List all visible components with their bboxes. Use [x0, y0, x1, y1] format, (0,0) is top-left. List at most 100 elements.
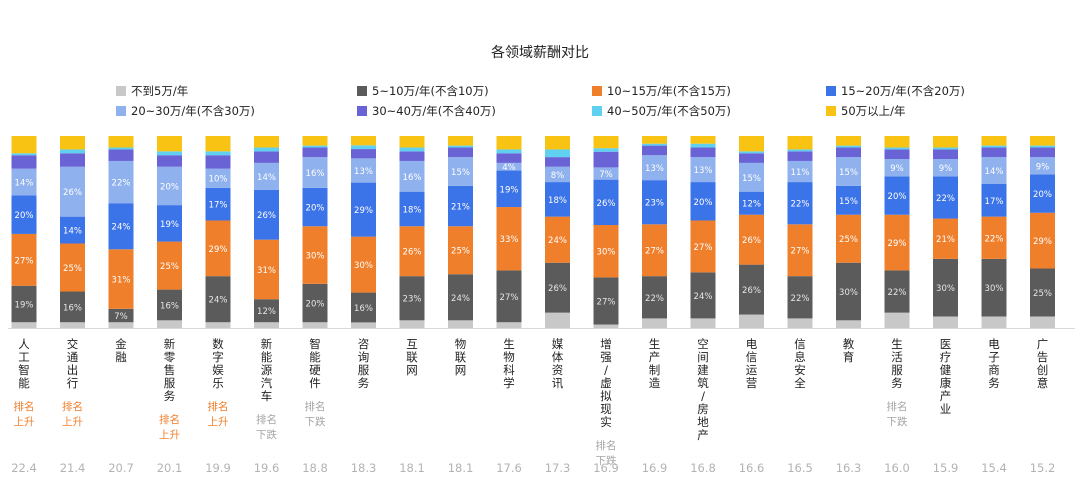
bar-value-label: 14%: [63, 227, 82, 237]
bar-segment-3-1: [108, 322, 134, 328]
bar-segment-6-2: [254, 299, 279, 323]
bar-segment-12-6: [545, 157, 570, 167]
bar-value-label: 15%: [839, 197, 858, 207]
bar-value-label: 31%: [112, 276, 131, 286]
legend-swatch-2: [357, 86, 367, 96]
bar-value-label: 24%: [548, 236, 567, 246]
bar-segment-10-3: [448, 226, 473, 275]
bar-segment-18-1: [836, 320, 861, 328]
bar-value-label: 27%: [597, 297, 616, 307]
category-label: 电子商务: [988, 337, 1000, 390]
bar-segment-17-7: [787, 149, 813, 152]
bar-segment-22-4: [1030, 174, 1055, 213]
bar-value-label: 30%: [306, 252, 325, 262]
avg-salary-value: 17.3: [545, 461, 571, 475]
bar-segment-18-6: [836, 147, 861, 158]
bar-segment-12-4: [545, 182, 570, 217]
bar-value-label: 16%: [160, 301, 179, 311]
bar-segment-2-3: [60, 243, 85, 292]
legend-label-4: 15~20万/年(不含20万): [841, 84, 965, 98]
bar-segment-1-2: [11, 285, 37, 323]
bar-segment-7-3: [302, 226, 328, 284]
bar-segment-2-4: [60, 216, 85, 244]
category-label: 物联网: [455, 337, 467, 377]
bar-segment-8-5: [351, 158, 376, 183]
bar-segment-14-6: [642, 145, 667, 156]
chart-title: 各领域薪酬对比: [491, 45, 589, 61]
bar-segment-9-8: [399, 136, 425, 148]
bar-segment-11-1: [496, 322, 522, 328]
legend-swatch-4: [826, 86, 836, 96]
bar-segment-7-7: [302, 145, 328, 148]
bar-segment-13-7: [593, 148, 619, 152]
category-label: 新零售服务: [164, 337, 176, 403]
category-label: 增强/虚拟现实: [600, 337, 612, 429]
category-label: 新能源汽车: [261, 337, 273, 403]
bar-segment-21-2: [981, 258, 1007, 317]
bar-segment-16-8: [739, 136, 764, 152]
bar-value-label: 27%: [15, 256, 34, 266]
bar-value-label: 14%: [985, 167, 1004, 177]
bar-segment-10-8: [448, 136, 473, 146]
bar-value-label: 20%: [694, 198, 713, 208]
bar-value-label: 19%: [15, 301, 34, 311]
bar-segment-5-7: [205, 151, 231, 156]
bar-segment-8-8: [351, 136, 376, 146]
category-label: 电信运营: [746, 337, 758, 390]
bar-value-label: 4%: [502, 163, 516, 173]
bar-segment-1-5: [11, 168, 37, 196]
bar-value-label: 22%: [888, 288, 907, 298]
bar-value-label: 33%: [500, 235, 519, 245]
bar-value-label: 24%: [694, 292, 713, 302]
bar-segment-13-2: [593, 277, 619, 325]
bar-value-label: 20%: [1033, 190, 1052, 200]
bar-value-label: 10%: [209, 175, 228, 185]
avg-salary-value: 18.3: [351, 461, 377, 475]
bar-value-label: 30%: [354, 261, 373, 271]
bar-value-label: 21%: [451, 203, 470, 213]
bar-value-label: 26%: [548, 284, 567, 294]
bar-segment-20-5: [933, 159, 958, 177]
bar-segment-19-4: [884, 176, 910, 215]
bar-value-label: 9%: [939, 164, 953, 174]
bar-value-label: 27%: [500, 293, 519, 303]
bar-segment-7-1: [302, 322, 328, 328]
bar-segment-16-4: [739, 191, 764, 215]
bar-value-label: 7%: [599, 170, 613, 180]
bar-value-label: 15%: [839, 168, 858, 178]
bar-segment-12-1: [545, 312, 570, 328]
category-label: 空间建筑/房地产: [697, 337, 709, 442]
bar-segment-3-5: [108, 160, 134, 204]
avg-salary-value: 15.2: [1030, 461, 1056, 475]
avg-salary-value: 18.1: [448, 461, 474, 475]
bar-value-label: 9%: [1036, 162, 1050, 172]
bar-segment-21-8: [981, 136, 1007, 146]
bar-segment-1-6: [11, 155, 37, 169]
bar-segment-14-1: [642, 318, 667, 328]
bar-segment-10-7: [448, 145, 473, 148]
bar-segment-4-6: [157, 155, 182, 167]
bar-segment-16-6: [739, 153, 764, 163]
bar-segment-17-8: [787, 136, 813, 150]
bar-value-label: 25%: [1033, 289, 1052, 299]
bar-segment-9-7: [399, 147, 425, 152]
bar-segment-14-2: [642, 276, 667, 319]
bar-segment-4-5: [157, 166, 182, 206]
bar-segment-13-5: [593, 167, 619, 180]
bar-segment-11-7: [496, 149, 522, 154]
rank-note: 排名上升: [159, 413, 180, 441]
bar-value-label: 29%: [209, 245, 228, 255]
bar-segment-5-1: [205, 322, 231, 328]
bar-segment-19-6: [884, 149, 910, 160]
bar-value-label: 29%: [354, 206, 373, 216]
bar-value-label: 22%: [645, 294, 664, 304]
legend-swatch-8: [826, 106, 836, 116]
avg-salary-value: 18.1: [399, 461, 425, 475]
category-label: 咨询服务: [358, 337, 370, 390]
bar-segment-22-5: [1030, 157, 1055, 175]
bar-segment-9-6: [399, 151, 425, 161]
category-label: 人工智能: [18, 337, 30, 390]
bar-segment-4-3: [157, 241, 182, 290]
bar-value-label: 30%: [985, 284, 1004, 294]
